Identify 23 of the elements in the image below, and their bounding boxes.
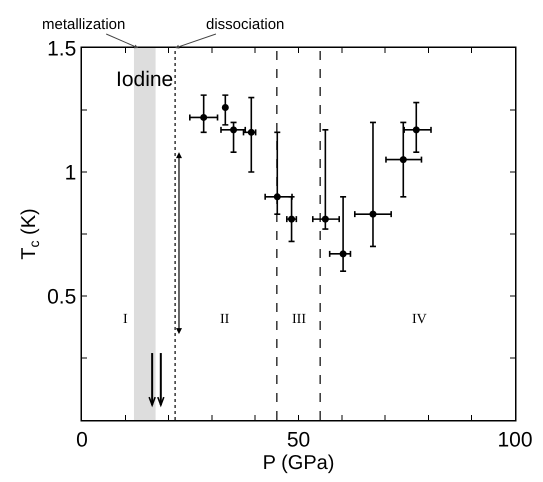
- point: [322, 216, 329, 223]
- point: [400, 156, 407, 164]
- x-tick-label: 100: [497, 428, 533, 452]
- y-tick-label: 1: [64, 161, 76, 184]
- point: [222, 104, 229, 112]
- annotation: II: [220, 312, 230, 327]
- annotation: Iodine: [116, 68, 174, 91]
- y-tick-label: 1.5: [47, 37, 76, 60]
- annotation: I: [123, 312, 128, 327]
- point: [340, 250, 347, 258]
- point: [230, 126, 238, 134]
- annotation: IV: [412, 312, 427, 327]
- point: [412, 126, 420, 134]
- point: [369, 210, 376, 218]
- annotation: III: [292, 312, 306, 327]
- point: [248, 128, 255, 136]
- x-tick-label: 50: [286, 428, 310, 452]
- annotation: dissociation: [206, 16, 284, 33]
- x-tick-label: 0: [76, 428, 88, 452]
- x-axis-title: P (GPa): [262, 452, 334, 474]
- point: [200, 114, 208, 121]
- annotation: metallization: [42, 16, 126, 33]
- y-tick-label: 0.5: [47, 285, 76, 308]
